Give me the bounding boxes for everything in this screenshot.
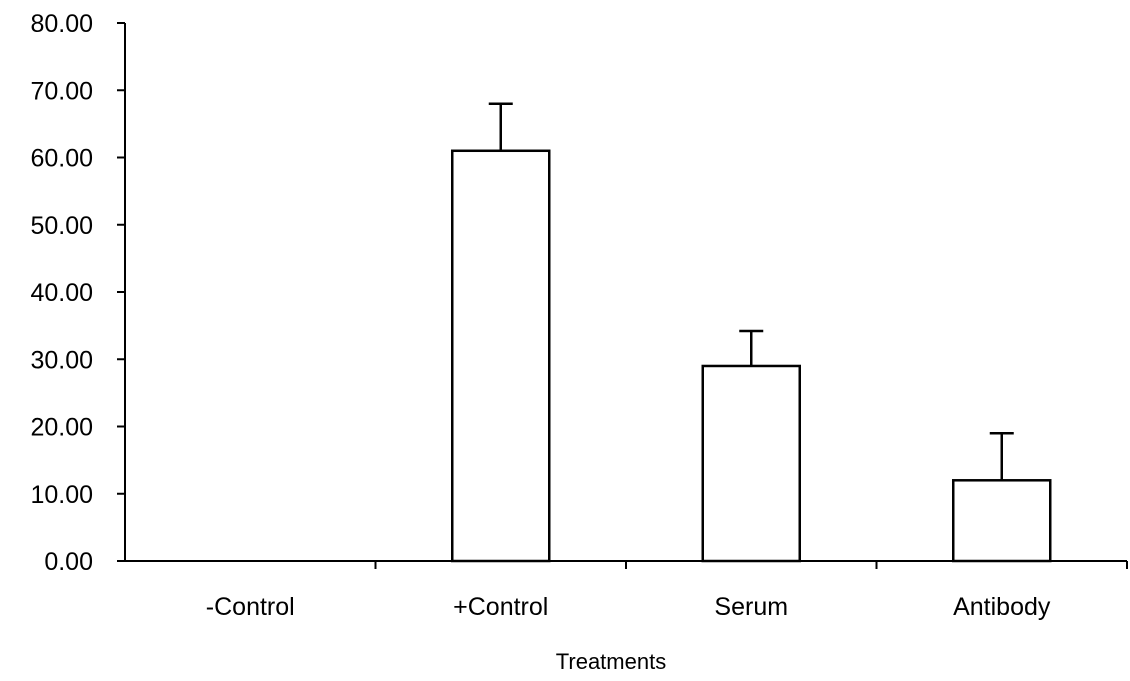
error-bars [488,102,1014,481]
y-tick-label: 10.00 [30,481,93,509]
x-tick-label: Antibody [953,593,1051,621]
x-tick-label: -Control [206,593,295,621]
bar [451,149,551,563]
bar [701,364,801,563]
y-tick-label: 0.00 [44,548,93,576]
y-tick-label: 80.00 [30,10,93,38]
y-tick-label: 50.00 [30,212,93,240]
y-tick-label: 40.00 [30,279,93,307]
x-axis-title: Treatments [556,649,666,674]
bar [952,479,1052,563]
y-axis: 0.00 10.00 20.00 30.00 40.00 50.00 60.00 70.00 8… [30,10,126,576]
x-tick-label: Serum [714,593,788,621]
y-tick-label: 20.00 [30,414,93,442]
y-tick-label: 70.00 [30,77,93,105]
x-axis: -Control +Control Serum Antibody [125,560,1128,621]
y-tick-label: 60.00 [30,145,93,173]
x-tick-label: +Control [453,593,548,621]
bars [451,149,1052,563]
y-tick-label: 30.00 [30,346,93,374]
